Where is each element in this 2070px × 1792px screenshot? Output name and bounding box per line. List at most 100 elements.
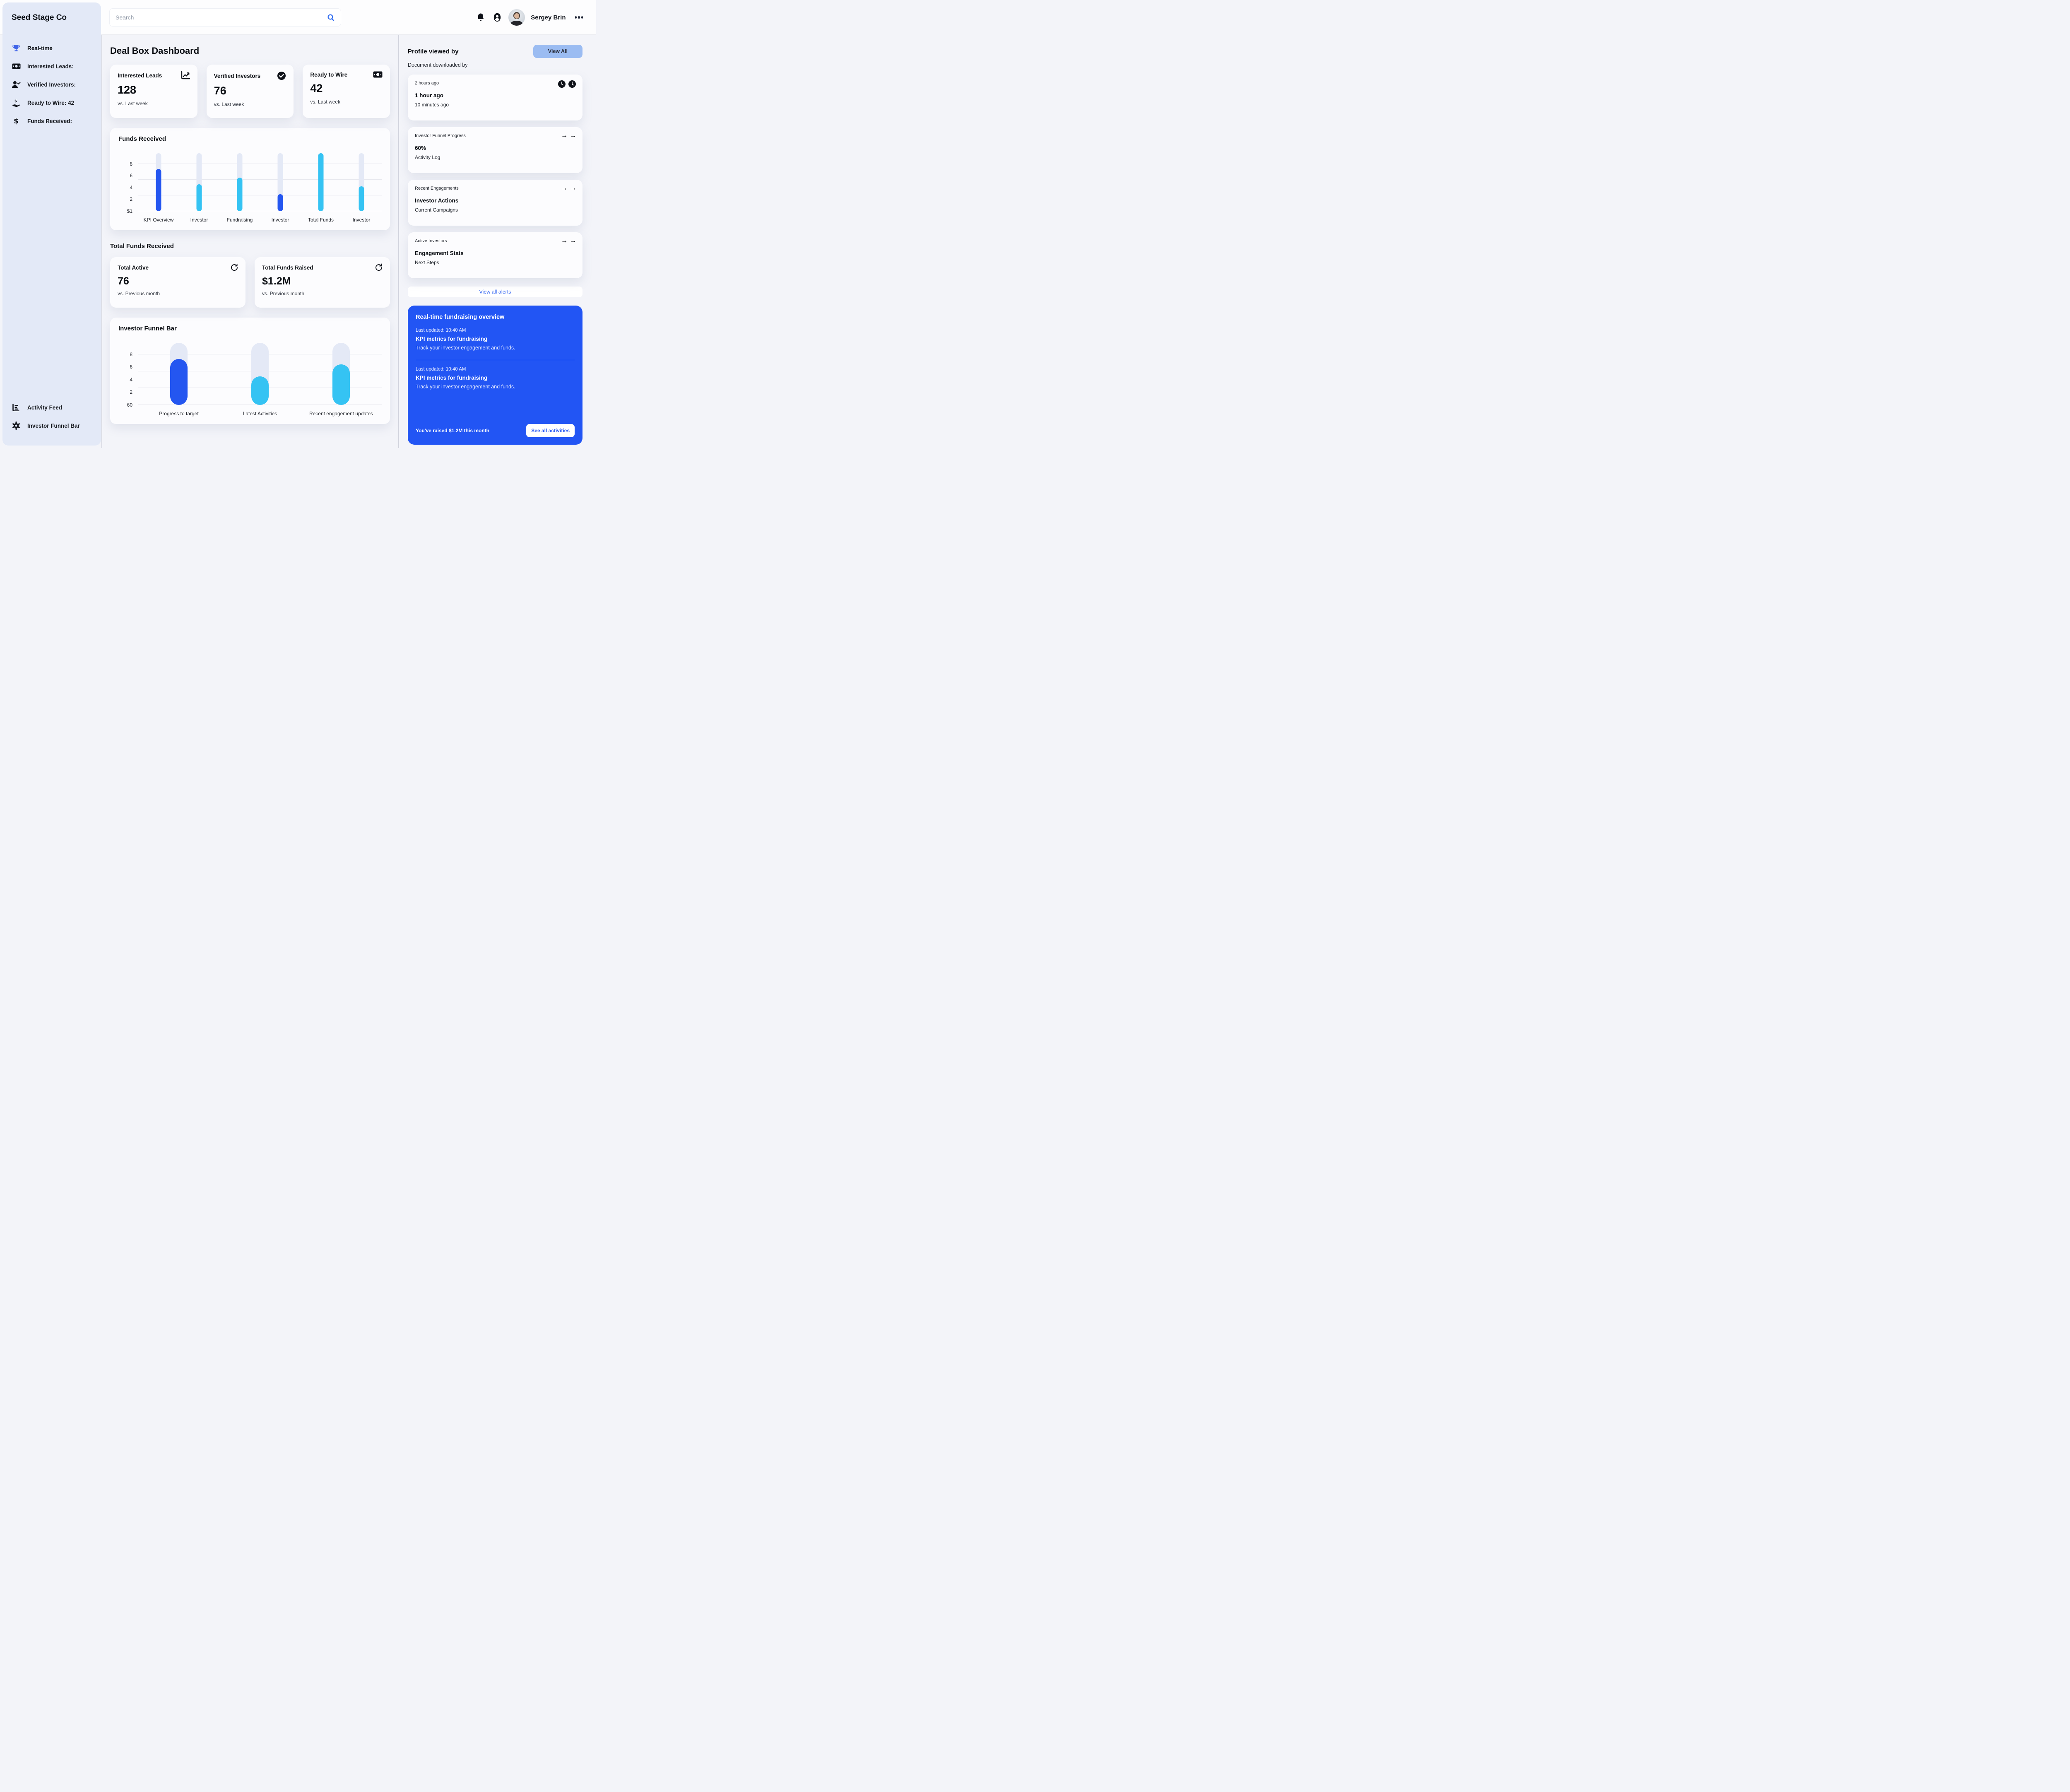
alert-card-recent-engagements: Recent Engagements → → Investor Actions … xyxy=(408,180,582,226)
search-box[interactable] xyxy=(109,8,341,26)
stats-row: Total Active 76 vs. Previous month Total… xyxy=(110,257,390,308)
promo-title: Real-time fundraising overview xyxy=(416,314,505,320)
kpi-note: vs. Last week xyxy=(310,99,341,105)
arrow-right-icon[interactable]: → xyxy=(561,185,568,192)
bell-icon[interactable] xyxy=(475,12,486,23)
sidebar-item-interested-leads[interactable]: Interested Leads: xyxy=(12,57,92,75)
hand-dollar-icon: $ xyxy=(12,99,21,107)
alert-card-investor-funnel-progress: Investor Funnel Progress → → 60% Activit… xyxy=(408,127,582,173)
promo-entry-desc: Track your investor engagement and funds… xyxy=(416,384,515,390)
alert-subtitle: 10 minutes ago xyxy=(415,102,449,108)
refresh-icon[interactable] xyxy=(375,263,383,272)
stat-value: $1.2M xyxy=(262,275,291,287)
see-all-activities-button[interactable]: See all activities xyxy=(526,424,575,437)
alert-subtitle: Next Steps xyxy=(415,260,439,265)
sidebar-item-real-time[interactable]: Real-time xyxy=(12,39,92,57)
arrow-right-icon[interactable]: → xyxy=(570,237,576,244)
sidebar-item-label: Real-time xyxy=(27,45,53,51)
page-title: Deal Box Dashboard xyxy=(110,46,200,56)
gridline xyxy=(138,179,382,180)
view-all-alerts-link[interactable]: View all alerts xyxy=(408,287,582,297)
search-input[interactable] xyxy=(116,14,327,21)
alert-subtitle: Activity Log xyxy=(415,154,440,160)
gear-icon xyxy=(12,422,21,430)
stat-label: Total Active xyxy=(118,265,149,271)
kpi-value: 76 xyxy=(214,84,226,97)
kpi-card-ready-to-wire: Ready to Wire 42 vs. Last week xyxy=(303,65,390,118)
y-tick-label: 8 xyxy=(130,352,132,357)
kpi-value: 42 xyxy=(310,82,323,94)
top-right-cluster: Sergey Brin xyxy=(475,0,583,35)
bar-fill xyxy=(251,376,269,405)
activity-feed-icon xyxy=(12,404,21,411)
y-tick-label: 2 xyxy=(130,389,132,395)
sidebar-divider xyxy=(101,35,102,448)
arrow-right-icon[interactable]: → xyxy=(561,132,568,139)
kpi-row: Interested Leads 128 vs. Last week Verif… xyxy=(110,65,390,118)
search-icon[interactable] xyxy=(327,14,335,22)
funds-received-chart-card: Funds Received $1 2 4 6 8 KPI Overview Investo… xyxy=(110,128,390,230)
kpi-label: Ready to Wire xyxy=(310,71,348,78)
sidebar-item-label: Funds Received: xyxy=(27,118,72,124)
y-tick-label: 8 xyxy=(130,161,132,167)
stat-card-total-active: Total Active 76 vs. Previous month xyxy=(110,257,246,308)
user-name[interactable]: Sergey Brin xyxy=(531,14,566,21)
ellipsis-icon[interactable] xyxy=(575,16,583,19)
trophy-icon xyxy=(12,44,21,52)
funds-received-chart: $1 2 4 6 8 KPI Overview Investor Fundraising Inv… xyxy=(118,153,382,223)
main-content: Deal Box Dashboard Interested Leads 128 … xyxy=(110,35,390,424)
promo-raised-text: You've raised $1.2M this month xyxy=(416,428,490,434)
bar-fill xyxy=(277,194,283,211)
account-icon[interactable] xyxy=(492,12,503,23)
kpi-label: Verified Investors xyxy=(214,72,261,79)
check-circle-icon xyxy=(277,71,286,80)
sidebar-item-activity-feed[interactable]: Activity Feed xyxy=(12,398,92,417)
view-all-alerts-label: View all alerts xyxy=(479,289,511,295)
sidebar-item-label: Ready to Wire: 42 xyxy=(27,99,75,106)
promo-updated: Last updated: 10:40 AM xyxy=(416,328,466,333)
sidebar-item-label: Interested Leads: xyxy=(27,63,74,70)
x-category-label: Investor xyxy=(271,217,289,223)
chart-plot-area: 60 2 4 6 8 xyxy=(127,343,382,408)
chart-plot-area: $1 2 4 6 8 xyxy=(127,153,382,214)
right-panel-heading: Profile viewed by xyxy=(408,48,459,55)
x-category-label: KPI Overview xyxy=(143,217,174,223)
stat-label: Total Funds Raised xyxy=(262,265,313,271)
alert-title: 1 hour ago xyxy=(415,92,444,99)
alert-subtitle: Current Campaigns xyxy=(415,207,458,213)
promo-entry: Last updated: 10:40 AM KPI metrics for f… xyxy=(416,328,575,351)
x-category-label: Total Funds xyxy=(308,217,334,223)
stat-note: vs. Previous month xyxy=(118,291,160,296)
sidebar-item-funds-received[interactable]: $ Funds Received: xyxy=(12,112,92,130)
y-tick-label: 2 xyxy=(130,196,132,202)
bar-fill xyxy=(332,364,350,405)
bar-fill xyxy=(196,184,202,211)
stat-value: 76 xyxy=(118,275,129,287)
chart-title: Investor Funnel Bar xyxy=(118,325,177,332)
alert-meta: Active Investors xyxy=(415,238,447,243)
alert-card-active-investors: Active Investors → → Engagement Stats Ne… xyxy=(408,232,582,278)
kpi-label: Interested Leads xyxy=(118,72,162,79)
view-all-button[interactable]: View All xyxy=(533,45,582,58)
sidebar-item-verified-investors[interactable]: Verified Investors: xyxy=(12,75,92,94)
kpi-card-verified-investors: Verified Investors 76 vs. Last week xyxy=(206,65,294,118)
dollar-icon: $ xyxy=(12,117,21,125)
arrow-right-icon[interactable]: → xyxy=(570,132,576,139)
sidebar-item-investor-funnel-bar[interactable]: Investor Funnel Bar xyxy=(12,417,92,435)
alert-meta: Recent Engagements xyxy=(415,186,459,191)
sidebar-item-ready-to-wire[interactable]: $ Ready to Wire: 42 xyxy=(12,94,92,112)
investor-funnel-chart-card: Investor Funnel Bar 60 2 4 6 8 Progress to ta… xyxy=(110,318,390,424)
clock-icon xyxy=(558,80,566,88)
company-title: Seed Stage Co xyxy=(12,13,67,22)
y-tick-label: 4 xyxy=(130,377,132,383)
kpi-note: vs. Last week xyxy=(214,101,244,107)
refresh-icon[interactable] xyxy=(230,263,238,272)
arrow-right-icon[interactable]: → xyxy=(570,185,576,192)
avatar[interactable] xyxy=(508,9,525,26)
banknote-icon xyxy=(373,71,383,78)
investor-funnel-chart: 60 2 4 6 8 Progress to target Latest Activitie… xyxy=(118,343,382,417)
banknote-icon xyxy=(12,63,21,69)
svg-text:$: $ xyxy=(14,99,17,104)
alert-title: Investor Actions xyxy=(415,198,459,204)
arrow-right-icon[interactable]: → xyxy=(561,237,568,244)
